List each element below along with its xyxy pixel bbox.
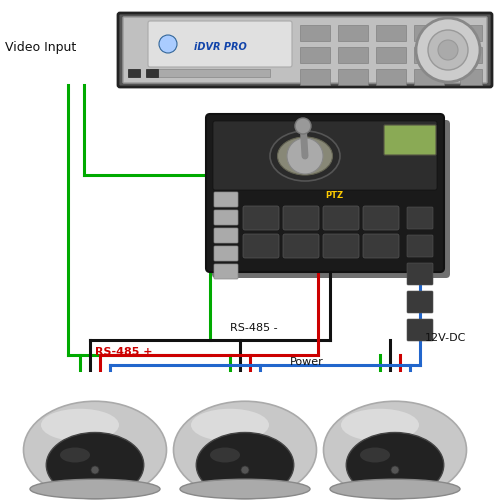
Ellipse shape [46, 432, 144, 498]
FancyBboxPatch shape [213, 121, 437, 190]
Text: RS-485 +: RS-485 + [95, 347, 152, 357]
FancyBboxPatch shape [384, 125, 436, 155]
Circle shape [416, 18, 480, 82]
Text: iDVR PRO: iDVR PRO [194, 42, 246, 52]
FancyBboxPatch shape [148, 21, 292, 67]
Bar [300, 69, 330, 85]
Bar [376, 47, 406, 63]
Ellipse shape [174, 401, 316, 499]
Ellipse shape [196, 432, 294, 498]
FancyBboxPatch shape [123, 17, 487, 83]
FancyBboxPatch shape [206, 114, 444, 272]
FancyBboxPatch shape [283, 206, 319, 230]
Ellipse shape [41, 409, 119, 441]
Ellipse shape [24, 401, 167, 499]
Ellipse shape [330, 479, 460, 499]
FancyBboxPatch shape [363, 206, 399, 230]
Ellipse shape [210, 448, 240, 462]
FancyBboxPatch shape [243, 234, 279, 258]
Circle shape [159, 35, 177, 53]
FancyBboxPatch shape [323, 206, 359, 230]
Text: Power: Power [290, 357, 324, 367]
FancyBboxPatch shape [214, 228, 238, 243]
Ellipse shape [30, 479, 160, 499]
Text: PTZ: PTZ [325, 192, 343, 200]
Ellipse shape [346, 432, 444, 498]
Ellipse shape [270, 131, 340, 181]
Ellipse shape [180, 479, 310, 499]
FancyBboxPatch shape [407, 207, 433, 229]
FancyBboxPatch shape [214, 246, 238, 261]
Bar [300, 25, 330, 41]
Bar [338, 69, 368, 85]
FancyBboxPatch shape [214, 210, 238, 225]
FancyBboxPatch shape [407, 263, 433, 285]
FancyBboxPatch shape [118, 13, 492, 87]
Circle shape [241, 466, 249, 474]
Bar [150, 69, 270, 77]
Ellipse shape [278, 137, 332, 175]
Bar [146, 69, 158, 77]
Circle shape [428, 30, 468, 70]
FancyBboxPatch shape [283, 234, 319, 258]
Circle shape [91, 466, 99, 474]
Bar [376, 69, 406, 85]
Ellipse shape [360, 448, 390, 462]
Bar [128, 69, 140, 77]
Bar [414, 25, 444, 41]
Bar [414, 47, 444, 63]
Circle shape [295, 118, 311, 134]
Text: 12V-DC: 12V-DC [425, 333, 467, 343]
Text: RS-485 -: RS-485 - [230, 323, 278, 333]
Ellipse shape [60, 448, 90, 462]
Ellipse shape [191, 409, 269, 441]
FancyBboxPatch shape [407, 319, 433, 341]
FancyBboxPatch shape [214, 264, 238, 279]
Bar [338, 47, 368, 63]
FancyBboxPatch shape [214, 192, 238, 207]
FancyBboxPatch shape [407, 235, 433, 257]
Circle shape [287, 138, 323, 174]
FancyBboxPatch shape [243, 206, 279, 230]
FancyBboxPatch shape [212, 120, 450, 278]
Circle shape [438, 40, 458, 60]
Bar [460, 25, 482, 41]
Text: Video Input: Video Input [5, 42, 76, 54]
Bar [300, 47, 330, 63]
Bar [414, 69, 444, 85]
FancyBboxPatch shape [323, 234, 359, 258]
Bar [376, 25, 406, 41]
Ellipse shape [324, 401, 466, 499]
FancyBboxPatch shape [363, 234, 399, 258]
Circle shape [391, 466, 399, 474]
FancyBboxPatch shape [407, 291, 433, 313]
Bar [460, 69, 482, 85]
Bar [338, 25, 368, 41]
Bar [460, 47, 482, 63]
Ellipse shape [341, 409, 419, 441]
